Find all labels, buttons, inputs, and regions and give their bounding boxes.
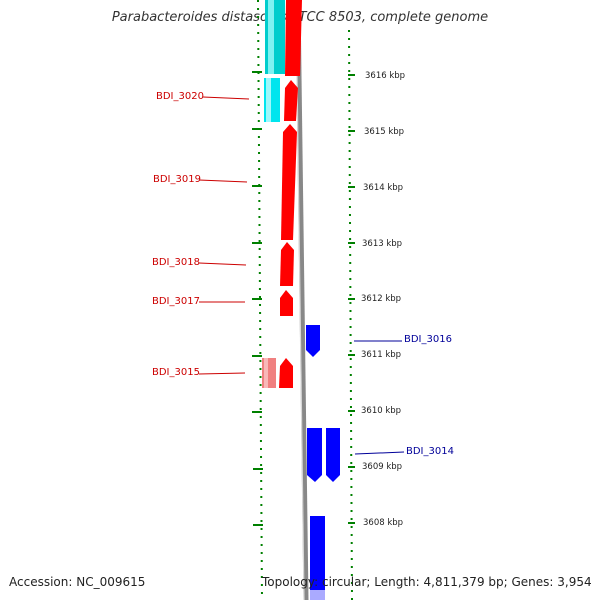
gene-arrow-reverse	[307, 428, 322, 482]
outer-major-ticks	[348, 74, 355, 524]
kbp-label: 3611 kbp	[361, 350, 402, 360]
kbp-label: 3614 kbp	[363, 183, 404, 193]
gene-block-reverse-fade	[310, 590, 325, 600]
reverse-genes	[306, 325, 340, 600]
kbp-label: 3608 kbp	[363, 518, 404, 528]
gene-arrow-forward	[280, 290, 293, 316]
label-leader-lines	[198, 96, 405, 455]
gene-label-bdi-3019[interactable]: BDI_3019	[153, 174, 201, 185]
gene-block-reverse	[310, 516, 325, 600]
gene-arrow-forward	[285, 0, 302, 76]
gene-label-bdi-3015[interactable]: BDI_3015	[152, 367, 200, 378]
genome-stats-text: Topology: circular; Length: 4,811,379 bp…	[262, 575, 592, 589]
leader-line-bdi-3014	[354, 451, 405, 455]
gene-arrow-forward	[281, 124, 297, 240]
forward-genes	[262, 0, 302, 388]
gene-block-faded-light	[264, 358, 268, 388]
leader-line-bdi-3020	[202, 96, 250, 100]
gene-label-bdi-3017[interactable]: BDI_3017	[152, 296, 200, 307]
accession-text: Accession: NC_009615	[9, 575, 146, 589]
rna-feature-block-light	[266, 78, 271, 122]
inner-major-ticks	[252, 71, 263, 526]
gene-label-bdi-3016[interactable]: BDI_3016	[404, 334, 452, 345]
kbp-label: 3610 kbp	[361, 406, 402, 416]
leader-line-bdi-3018	[198, 262, 247, 266]
gene-arrow-forward	[279, 358, 293, 388]
kbp-label: 3616 kbp	[365, 71, 406, 81]
kbp-label: 3612 kbp	[361, 294, 402, 304]
kbp-label: 3609 kbp	[362, 462, 403, 472]
gene-arrow-forward	[280, 242, 294, 286]
gene-label-bdi-3018[interactable]: BDI_3018	[152, 257, 200, 268]
gene-arrow-reverse	[326, 428, 340, 482]
kbp-label: 3613 kbp	[362, 239, 403, 249]
genome-backbone-highlight	[295, 0, 305, 600]
outer-scale-dots	[348, 29, 353, 600]
kbp-label: 3615 kbp	[364, 127, 405, 137]
gene-label-bdi-3020[interactable]: BDI_3020	[156, 91, 204, 102]
leader-line-bdi-3015	[198, 372, 246, 375]
gene-arrow-forward	[284, 80, 298, 121]
gene-label-bdi-3014[interactable]: BDI_3014	[406, 446, 454, 457]
leader-line-bdi-3019	[198, 179, 248, 183]
genome-backbone	[295, 0, 309, 600]
rna-features	[264, 0, 285, 122]
gene-arrow-reverse	[306, 325, 320, 357]
rna-feature-block-light	[268, 0, 274, 74]
